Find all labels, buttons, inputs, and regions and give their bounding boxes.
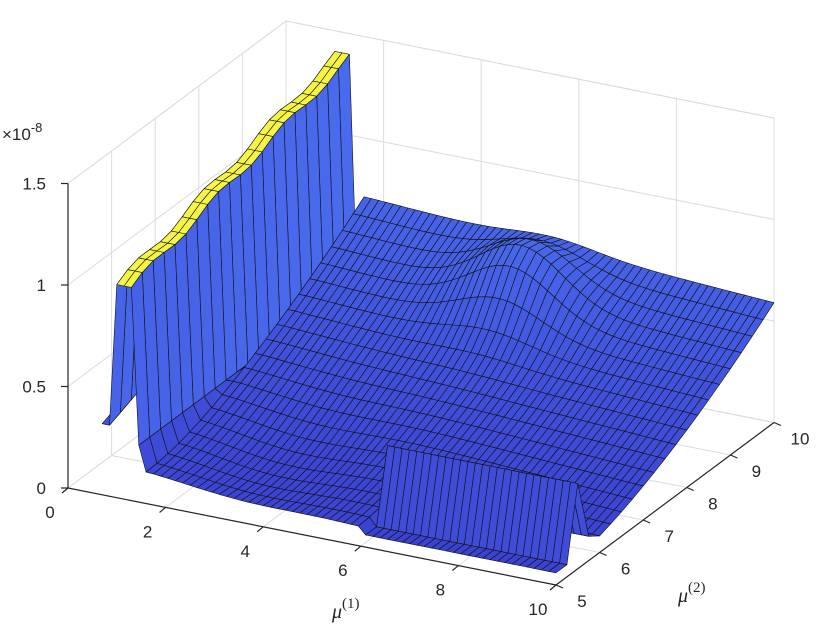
z-multiplier-label: ×10-8 (2, 120, 42, 144)
x-tick-label: 10 (529, 600, 548, 619)
z-tick-label: 0 (37, 479, 46, 498)
x-tick-label: 6 (338, 561, 347, 580)
x-tick (549, 584, 557, 591)
x-tick-label: 8 (436, 581, 445, 600)
y-tick (686, 486, 695, 492)
x-tick-label: 2 (143, 522, 152, 541)
box-edge (285, 20, 775, 119)
x-tick-label: 4 (240, 542, 249, 561)
z-gridline (67, 20, 775, 184)
box-edge (67, 20, 287, 184)
x-axis-line (67, 487, 557, 586)
y-tick-label: 10 (791, 430, 810, 449)
x-axis-label: μ(1) (331, 596, 360, 623)
x-tick-label: 0 (45, 503, 54, 522)
x-tick (354, 545, 362, 552)
y-tick-label: 9 (752, 462, 761, 481)
y-tick-label: 6 (621, 560, 630, 579)
y-tick (555, 584, 564, 589)
y-axis-label: μ(2) (677, 580, 706, 607)
axes-layer (61, 182, 782, 591)
labels-layer: ×10-8 μ(1) μ(2) 0 2 4 6 8 10 5 6 7 8 9 10 0 0.5 1 1.5 (2, 120, 809, 623)
y-tick-label: 5 (577, 592, 586, 611)
x-tick (452, 565, 459, 572)
z-tick-label: 1.5 (22, 175, 46, 194)
y-axis-line (555, 422, 775, 586)
y-tick-label: 7 (664, 527, 673, 546)
y-tick-label: 8 (708, 495, 717, 514)
x-tick (256, 526, 264, 533)
z-tick-label: 1 (37, 276, 46, 295)
y-tick (773, 421, 782, 427)
x-tick (61, 487, 69, 494)
surface-facet (548, 562, 568, 574)
z-tick-label: 0.5 (22, 378, 46, 397)
y-tick (599, 551, 607, 557)
surface-layer (101, 51, 775, 574)
x-tick (159, 506, 166, 513)
y-tick (642, 519, 651, 524)
y-tick (730, 454, 738, 459)
